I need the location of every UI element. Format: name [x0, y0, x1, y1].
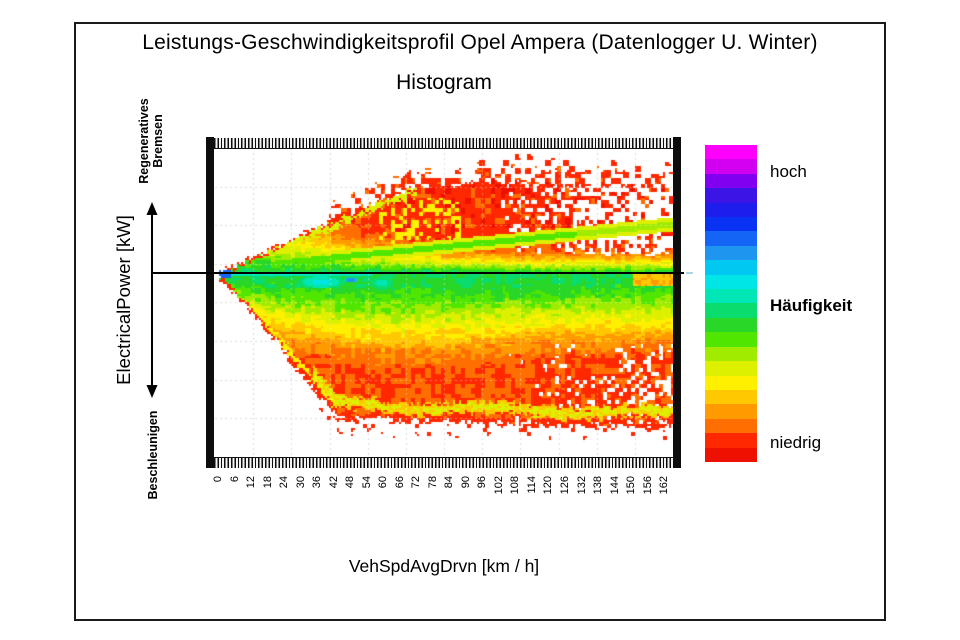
x-tick-label: 48 [344, 476, 357, 489]
x-tick-label: 138 [592, 476, 605, 495]
colorbar-band [705, 260, 757, 275]
x-tick-label: 66 [393, 476, 406, 489]
colorbar-band [705, 159, 757, 174]
colorbar-band [705, 145, 757, 160]
colorbar-band [705, 303, 757, 318]
x-tick-label: 24 [278, 476, 291, 489]
x-tick-label: 150 [625, 476, 638, 495]
x-tick-label: 78 [426, 476, 439, 489]
colorbar-band [705, 389, 757, 405]
y-axis-accel-label: Beschleunigen [146, 410, 160, 500]
colorbar-band [705, 202, 757, 218]
colorbar [705, 145, 757, 462]
x-tick-label: 156 [641, 476, 654, 495]
plot-area [215, 148, 673, 457]
y-axis-label: ElectricalPower [kW] [113, 215, 134, 385]
x-tick-label: 132 [575, 476, 588, 495]
axis-hatch-bottom [214, 457, 673, 468]
x-tick-label: 30 [294, 476, 307, 489]
colorbar-band [705, 188, 757, 203]
x-tick-label: 72 [410, 476, 423, 489]
colorbar-band [705, 447, 757, 462]
colorbar-band [705, 404, 757, 419]
heatmap-canvas [215, 148, 673, 457]
x-tick-label: 0 [212, 476, 224, 483]
x-tick-label: 6 [228, 476, 241, 483]
x-tick-label: 96 [476, 476, 489, 489]
colorbar-band [705, 231, 757, 246]
x-tick-label: 102 [492, 476, 505, 495]
legend-label-high: hoch [770, 162, 807, 181]
x-tick-label: 126 [559, 476, 571, 495]
colorbar-band [705, 375, 757, 390]
colorbar-band [705, 173, 757, 189]
x-tick-label: 36 [311, 476, 324, 489]
x-tick-label: 90 [459, 476, 472, 489]
colorbar-band [705, 245, 757, 261]
chart-subtitle: Histogram [396, 71, 492, 94]
colorbar-band [705, 317, 757, 333]
zero-power-line [151, 272, 684, 274]
x-tick-label: 84 [443, 476, 456, 489]
x-tick-label: 42 [327, 476, 340, 489]
legend-label-low: niedrig [770, 433, 822, 452]
colorbar-band [705, 433, 757, 448]
colorbar-band [705, 274, 757, 290]
colorbar-band [705, 361, 757, 376]
x-tick-label: 108 [509, 476, 522, 495]
zero-line-end-mark [686, 272, 693, 274]
colorbar-band [705, 418, 757, 434]
x-tick-label: 162 [658, 476, 671, 495]
x-axis-label: VehSpdAvgDrvn [km / h] [348, 556, 540, 576]
chart-title: Leistungs-Geschwindigkeitsprofil Opel Am… [142, 31, 818, 54]
power-axis-arrow [146, 202, 158, 398]
x-tick-label: 144 [608, 476, 621, 495]
y-axis-regen-label: Regeneratives Bremsen [137, 98, 165, 184]
plot-frame-right [673, 137, 681, 468]
axis-hatch-top [214, 138, 673, 149]
colorbar-band [705, 346, 757, 362]
colorbar-band [705, 289, 757, 304]
colorbar-band [705, 332, 757, 347]
x-tick-label: 54 [360, 476, 373, 489]
x-tick-label: 60 [377, 476, 390, 489]
legend-label-frequency: Häufigkeit [770, 296, 853, 315]
x-tick-label: 12 [245, 476, 258, 489]
plot-frame-left [206, 137, 214, 468]
x-tick-label: 120 [542, 476, 555, 495]
x-tick-label: 114 [525, 476, 538, 494]
colorbar-band [705, 217, 757, 232]
x-tick-label: 18 [261, 476, 274, 489]
